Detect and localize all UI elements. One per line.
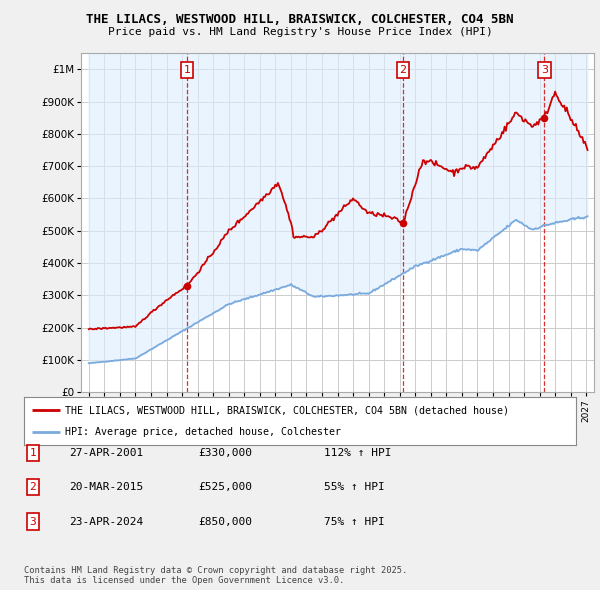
Text: THE LILACS, WESTWOOD HILL, BRAISWICK, COLCHESTER, CO4 5BN: THE LILACS, WESTWOOD HILL, BRAISWICK, CO… (86, 13, 514, 26)
Text: 1: 1 (184, 65, 191, 75)
Text: 112% ↑ HPI: 112% ↑ HPI (324, 448, 392, 458)
Text: 23-APR-2024: 23-APR-2024 (69, 517, 143, 526)
Text: 75% ↑ HPI: 75% ↑ HPI (324, 517, 385, 526)
Text: 2: 2 (400, 65, 407, 75)
Text: 55% ↑ HPI: 55% ↑ HPI (324, 483, 385, 492)
Text: 3: 3 (541, 65, 548, 75)
Text: Price paid vs. HM Land Registry's House Price Index (HPI): Price paid vs. HM Land Registry's House … (107, 27, 493, 37)
Text: £850,000: £850,000 (198, 517, 252, 526)
Text: HPI: Average price, detached house, Colchester: HPI: Average price, detached house, Colc… (65, 427, 341, 437)
Text: THE LILACS, WESTWOOD HILL, BRAISWICK, COLCHESTER, CO4 5BN (detached house): THE LILACS, WESTWOOD HILL, BRAISWICK, CO… (65, 405, 509, 415)
Text: £525,000: £525,000 (198, 483, 252, 492)
Text: 3: 3 (29, 517, 37, 526)
Text: Contains HM Land Registry data © Crown copyright and database right 2025.
This d: Contains HM Land Registry data © Crown c… (24, 566, 407, 585)
Text: 2: 2 (29, 483, 37, 492)
Text: 1: 1 (29, 448, 37, 458)
Text: 20-MAR-2015: 20-MAR-2015 (69, 483, 143, 492)
Text: 27-APR-2001: 27-APR-2001 (69, 448, 143, 458)
Text: £330,000: £330,000 (198, 448, 252, 458)
